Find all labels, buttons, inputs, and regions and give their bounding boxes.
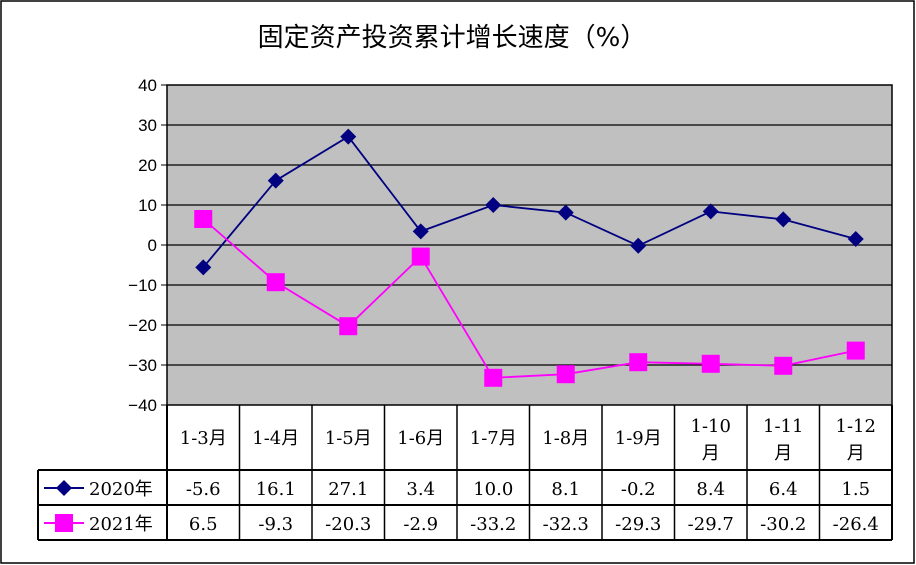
data-point [847, 231, 864, 247]
category-label: 1-8月 [542, 428, 589, 449]
data-point [846, 341, 865, 360]
y-tick-label: −40 [128, 396, 157, 415]
category-label: 1-6月 [397, 428, 444, 449]
data-point [412, 223, 429, 240]
data-point [701, 354, 720, 373]
data-label: 10.0 [473, 479, 513, 500]
data-label: 6.4 [769, 479, 798, 500]
series-line-2021年 [202, 218, 856, 379]
series-line-2020年 [202, 135, 856, 268]
category-label: 1-7月 [470, 428, 517, 449]
data-label: -29.7 [688, 514, 734, 535]
category-label: 1-3月 [180, 428, 227, 449]
data-point [411, 247, 430, 266]
legend-label: 2021年 [89, 514, 153, 535]
data-label: -33.2 [470, 514, 516, 535]
y-tick-label: 30 [138, 116, 157, 135]
data-label: -20.3 [325, 514, 371, 535]
data-label: 1.5 [841, 479, 870, 500]
data-label: -26.4 [833, 514, 879, 535]
category-label: 1-9月 [615, 428, 662, 449]
category-label: 1-10 [691, 416, 731, 437]
data-label: -32.3 [543, 514, 589, 535]
data-label: 27.1 [328, 479, 368, 500]
data-label: -30.2 [760, 514, 806, 535]
category-label: 1-11 [763, 416, 803, 437]
category-label: 1-4月 [252, 428, 299, 449]
data-point [266, 273, 285, 292]
category-label-unit: 月 [702, 443, 720, 464]
category-label: 1-12 [836, 416, 876, 437]
data-label: -9.3 [258, 514, 293, 535]
y-tick-label: −20 [128, 316, 157, 335]
category-label-unit: 月 [774, 443, 792, 464]
legend-marker-diamond [56, 480, 72, 496]
legend-label: 2020年 [89, 479, 153, 500]
data-point [556, 365, 575, 384]
data-point [267, 172, 284, 189]
data-point [702, 203, 719, 220]
data-label: 16.1 [256, 479, 296, 500]
data-point [629, 353, 648, 372]
data-label: -5.6 [186, 479, 221, 500]
y-tick-label: 40 [138, 76, 157, 95]
chart-title: 固定资产投资累计增长速度（%） [258, 23, 647, 53]
y-tick-label: −10 [128, 276, 157, 295]
data-point [340, 128, 357, 145]
category-label: 1-5月 [325, 428, 372, 449]
y-tick-label: −30 [128, 356, 157, 375]
data-point [195, 259, 212, 276]
legend-marker-square [55, 514, 73, 532]
y-tick-label: 20 [138, 156, 157, 175]
data-label: -29.3 [615, 514, 661, 535]
y-tick-label: 0 [148, 236, 157, 255]
data-point [194, 210, 213, 228]
data-point [774, 356, 793, 375]
data-point [485, 197, 502, 213]
data-label: 3.4 [406, 479, 435, 500]
y-tick-label: 10 [138, 196, 157, 215]
data-label: -2.9 [403, 514, 438, 535]
data-label: 6.5 [189, 514, 218, 535]
data-point [775, 211, 792, 228]
data-point [630, 237, 647, 254]
data-label: 8.1 [551, 479, 580, 500]
category-label-unit: 月 [847, 443, 865, 464]
data-label: -0.2 [621, 479, 656, 500]
data-point [484, 368, 503, 387]
data-point [339, 317, 358, 336]
data-label: 8.4 [696, 479, 725, 500]
data-point [557, 204, 574, 221]
